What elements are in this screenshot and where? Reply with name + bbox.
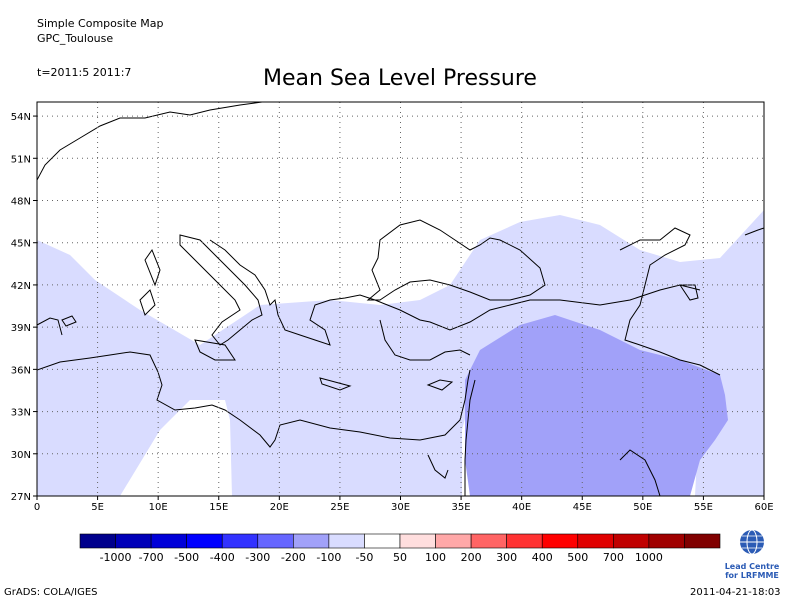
colorbar-label: 100 xyxy=(425,551,446,564)
lat-tick-label: 54N xyxy=(11,112,31,123)
footer-credit: GrADS: COLA/IGES xyxy=(4,587,98,598)
lat-tick-label: 51N xyxy=(11,154,31,165)
latitude-axis: 27N 30N 33N 36N 39N 42N 45N 48N 51N 54N xyxy=(11,112,37,503)
lat-tick-label: 45N xyxy=(11,239,31,250)
colorbar-swatch xyxy=(257,533,294,549)
coastlines xyxy=(37,102,764,496)
colorbar-swatch xyxy=(328,533,365,549)
map-title: Mean Sea Level Pressure xyxy=(263,66,537,91)
colorbar-swatch xyxy=(435,533,472,549)
colorbar-swatch xyxy=(150,533,187,549)
colorbar-swatch xyxy=(221,533,259,549)
colorbar-label: -400 xyxy=(210,551,235,564)
colorbar-swatch xyxy=(399,533,436,549)
lon-tick-label: 35E xyxy=(452,502,471,513)
colorbar-swatch xyxy=(577,533,614,549)
colorbar-label: -200 xyxy=(281,551,306,564)
colorbar-label: -300 xyxy=(245,551,270,564)
colorbar-swatch xyxy=(79,533,116,549)
lon-tick-label: 25E xyxy=(330,502,349,513)
logo-line1: Lead Centre xyxy=(724,562,780,571)
longitude-axis: 0 5E 10E 15E 20E 25E 30E 35E 40E 45E 50E 55E 60E xyxy=(34,496,774,513)
map-subtitle: Simple Composite Map xyxy=(37,17,164,30)
lon-tick-label: 50E xyxy=(633,502,652,513)
colorbar-label: -1000 xyxy=(100,551,132,564)
colorbar-label: -500 xyxy=(174,551,199,564)
colorbar-label: -50 xyxy=(355,551,373,564)
colorbar: -1000 -700 -500 -400 -300 -200 -100 -50 50 100 200… xyxy=(79,533,721,564)
colorbar-label: 300 xyxy=(496,551,517,564)
pressure-region-minus100 xyxy=(465,315,728,496)
model-name: GPC_Toulouse xyxy=(37,32,114,45)
colorbar-label: 500 xyxy=(567,551,588,564)
lead-centre-logo: Lead Centre for LRFMME xyxy=(724,528,780,580)
colorbar-swatch xyxy=(648,533,685,549)
colorbar-label: 1000 xyxy=(635,551,663,564)
logo-line2: for LRFMME xyxy=(725,571,779,580)
lon-tick-label: 20E xyxy=(270,502,289,513)
colorbar-label: 50 xyxy=(393,551,407,564)
lat-tick-label: 48N xyxy=(11,197,31,208)
lat-tick-label: 33N xyxy=(11,408,31,419)
colorbar-swatch xyxy=(470,533,507,549)
lat-tick-label: 27N xyxy=(11,492,31,503)
footer-timestamp: 2011-04-21-18:03 xyxy=(690,587,781,598)
lat-tick-label: 30N xyxy=(11,450,31,461)
colorbar-swatch xyxy=(364,533,401,549)
lat-tick-label: 42N xyxy=(11,281,31,292)
colorbar-label: 200 xyxy=(461,551,482,564)
colorbar-label: -100 xyxy=(316,551,341,564)
colorbar-swatch xyxy=(541,533,579,549)
colorbar-swatch xyxy=(186,533,223,549)
lon-tick-label: 10E xyxy=(149,502,168,513)
lat-tick-label: 39N xyxy=(11,323,31,334)
colorbar-swatch xyxy=(684,533,721,549)
lon-tick-label: 30E xyxy=(391,502,410,513)
colorbar-label: 700 xyxy=(603,551,624,564)
colorbar-label: -700 xyxy=(139,551,164,564)
colorbar-swatch xyxy=(115,533,152,549)
lon-tick-label: 55E xyxy=(694,502,713,513)
lat-tick-label: 36N xyxy=(11,365,31,376)
wmo-globe-icon xyxy=(740,529,764,555)
colorbar-swatch xyxy=(613,533,650,549)
map-area xyxy=(37,102,764,496)
lon-tick-label: 45E xyxy=(573,502,592,513)
colorbar-swatch xyxy=(293,533,330,549)
lon-tick-label: 40E xyxy=(512,502,531,513)
colorbar-swatch xyxy=(506,533,543,549)
lon-tick-label: 5E xyxy=(91,502,104,513)
lon-tick-label: 15E xyxy=(209,502,228,513)
time-range: t=2011:5 2011:7 xyxy=(37,66,132,79)
lon-tick-label: 0 xyxy=(34,502,40,513)
lon-tick-label: 60E xyxy=(754,502,773,513)
graticule xyxy=(37,102,764,496)
colorbar-label: 400 xyxy=(532,551,553,564)
